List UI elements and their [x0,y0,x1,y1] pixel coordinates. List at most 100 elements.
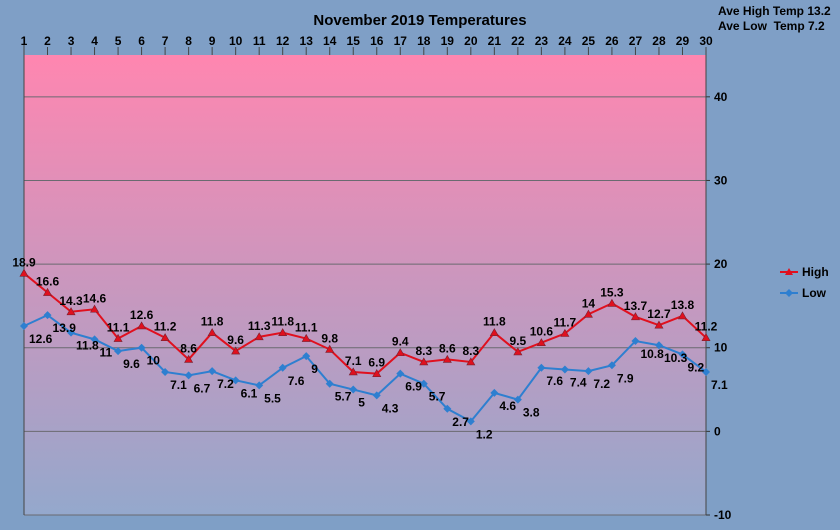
high-data-label: 11.8 [271,315,294,329]
high-data-label: 11.7 [554,316,577,330]
y-tick-label: 10 [714,341,728,355]
high-data-label: 11.3 [248,319,271,333]
high-data-label: 8.3 [415,344,432,358]
low-marker [490,388,499,397]
x-tick-label: 27 [629,34,643,48]
high-marker [43,287,53,296]
low-data-label: 7.6 [546,374,563,388]
x-tick-label: 28 [652,34,666,48]
low-data-label: 7.1 [711,378,728,392]
x-tick-label: 14 [323,34,337,48]
x-tick-label: 4 [91,34,98,48]
low-marker [278,363,287,372]
low-data-label: 6.7 [194,381,211,395]
high-marker [160,333,170,341]
low-data-label: 6.1 [241,386,258,400]
high-marker [137,321,147,330]
low-data-label: 4.6 [499,399,516,413]
low-marker [349,385,358,394]
low-marker [325,379,334,388]
high-marker [254,332,264,341]
x-tick-label: 23 [535,34,549,48]
ave-high-stat: Ave High Temp 13.2 [718,4,831,18]
high-data-label: 8.3 [462,344,479,358]
high-data-label: 9.5 [510,334,527,348]
low-marker [631,337,640,346]
low-marker [513,395,522,404]
high-data-label: 7.1 [345,354,362,368]
x-tick-label: 24 [558,34,572,48]
high-data-label: 8.6 [180,341,197,355]
y-tick-label: 20 [714,257,728,271]
legend-label-high: High [802,265,829,279]
low-data-label: 5 [358,396,365,410]
high-marker [560,328,570,337]
high-data-label: 8.6 [439,341,456,355]
x-tick-label: 3 [68,34,75,48]
high-data-label: 9.8 [321,331,338,345]
high-marker [90,304,100,313]
x-tick-label: 22 [511,34,525,48]
plot-background [24,55,706,515]
low-data-label: 12.6 [29,332,53,346]
low-data-label: 7.2 [217,377,234,391]
high-data-label: 18.9 [12,255,36,269]
low-data-label: 7.9 [617,371,634,385]
x-tick-label: 9 [209,34,216,48]
low-data-label: 5.5 [264,391,281,405]
low-data-label: 13.9 [53,321,77,335]
high-data-label: 11.1 [107,321,130,335]
high-data-label: 6.9 [368,356,385,370]
low-data-label: 9.6 [123,357,140,371]
legend-marker-low [785,289,793,297]
low-marker [537,363,546,372]
x-tick-label: 20 [464,34,478,48]
data-labels: 18.916.614.3 14.611.112.611.28.611.89.611… [12,255,728,441]
x-tick-label: 26 [605,34,619,48]
high-data-label: 13.8 [671,298,695,312]
low-marker [20,321,28,330]
low-data-label: 4.3 [382,401,399,415]
low-marker [419,379,428,388]
high-marker [654,320,664,329]
high-marker [583,309,593,318]
low-marker [584,367,593,376]
y-tick-label: 0 [714,424,721,438]
x-tick-label: 6 [138,34,145,48]
legend: High Low [780,265,829,300]
low-marker [184,371,193,380]
high-marker [184,354,194,363]
high-marker [630,312,640,321]
x-tick-label: 8 [185,34,192,48]
low-marker [231,376,240,385]
high-marker [607,298,617,307]
high-data-label: 16.6 [36,275,60,289]
x-tick-label: 7 [162,34,169,48]
x-tick-label: 21 [488,34,502,48]
low-data-label: 11.8 [76,339,99,353]
low-marker [90,335,99,344]
low-marker [607,361,616,370]
low-marker [702,367,710,376]
high-marker [513,347,523,356]
low-marker [443,404,452,413]
low-marker [67,328,76,337]
low-data-label: 7.2 [593,377,610,391]
ave-low-stat: Ave Low Temp 7.2 [718,19,825,33]
low-data-label: 5.7 [335,390,352,404]
low-data-label: 5.7 [429,390,446,404]
high-marker [325,344,335,353]
high-marker [301,333,311,342]
low-marker [43,311,52,320]
x-tick-label: 15 [347,34,361,48]
legend-marker-high [785,268,793,275]
high-marker [701,333,711,341]
high-marker [442,354,452,363]
x-tick-label: 25 [582,34,596,48]
high-data-label: 10.6 [530,325,554,339]
x-tick-label: 30 [699,34,713,48]
chart-title: November 2019 Temperatures [313,12,526,29]
high-marker [395,348,405,357]
x-tick-label: 19 [441,34,455,48]
